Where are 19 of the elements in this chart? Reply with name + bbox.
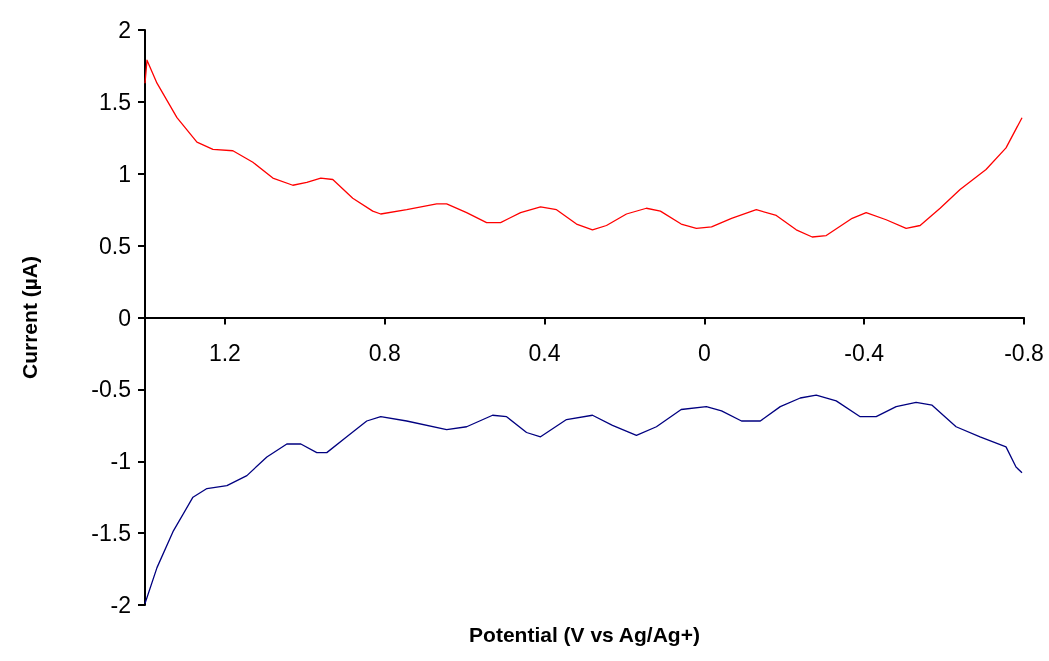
y-axis-title: Current (µA) — [18, 256, 41, 379]
y-tick-label: -2 — [110, 592, 131, 618]
x-tick-label: -0.4 — [844, 340, 885, 366]
y-tick-label: 0 — [118, 304, 131, 331]
y-tick-label: 0.5 — [99, 232, 131, 259]
y-tick-label: -0.5 — [91, 376, 131, 403]
y-tick-label: 1.5 — [99, 88, 131, 115]
x-tick-label: -0.8 — [1004, 340, 1044, 366]
y-tick-label: 1 — [118, 160, 131, 187]
y-tick-label: 2 — [118, 17, 131, 43]
line-series — [144, 394, 1023, 605]
line-series — [144, 59, 1023, 238]
x-tick-label: 0 — [697, 340, 711, 366]
y-tick-label: -1 — [110, 448, 131, 475]
y-tick-label: -1.5 — [91, 520, 131, 547]
x-tick-label: 0.8 — [368, 340, 401, 366]
x-axis-title: Potential (V vs Ag/Ag+) — [469, 622, 700, 646]
x-tick-label: 0.4 — [528, 340, 561, 366]
x-tick-label: 1.2 — [208, 340, 241, 366]
